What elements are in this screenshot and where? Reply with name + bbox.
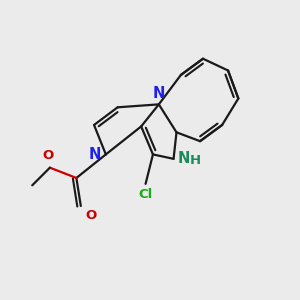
Text: O: O bbox=[85, 209, 97, 222]
Text: O: O bbox=[43, 149, 54, 162]
Text: N: N bbox=[88, 147, 100, 162]
Text: Cl: Cl bbox=[139, 188, 153, 201]
Text: N: N bbox=[178, 151, 190, 166]
Text: H: H bbox=[190, 154, 201, 167]
Text: N: N bbox=[153, 86, 165, 101]
